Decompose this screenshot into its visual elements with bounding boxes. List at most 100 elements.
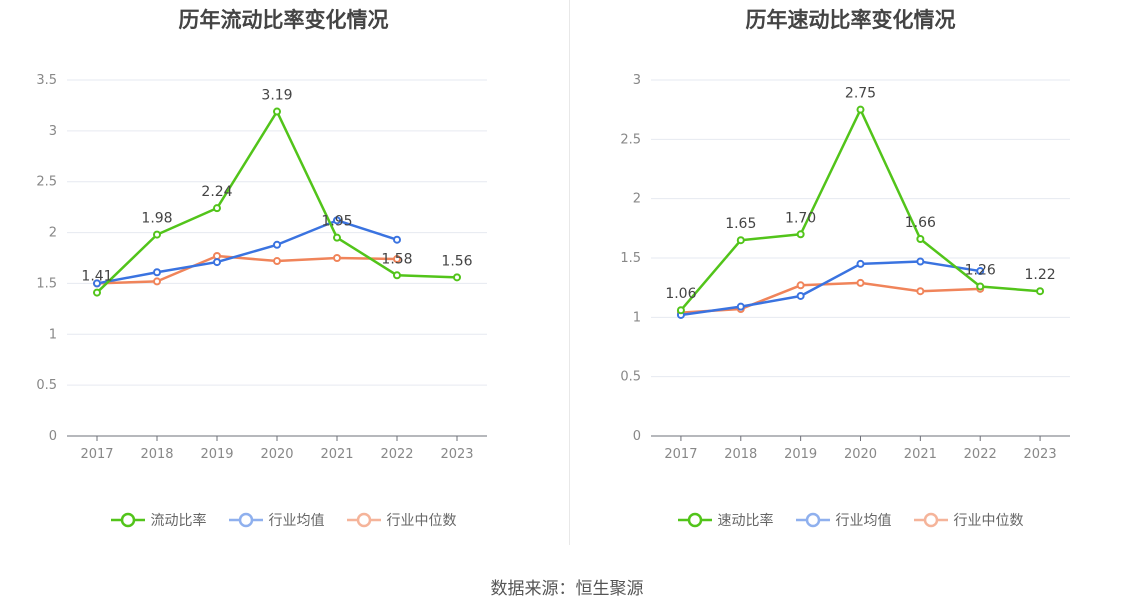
y-tick-label: 1.5 bbox=[36, 276, 57, 291]
data-point bbox=[916, 287, 925, 296]
data-label: 1.95 bbox=[321, 214, 352, 230]
data-label: 1.66 bbox=[905, 215, 936, 231]
legend-item-industry-mean[interactable]: 行业均值 bbox=[228, 510, 325, 530]
data-label: 1.41 bbox=[81, 269, 112, 285]
y-tick-label: 2.5 bbox=[36, 175, 57, 190]
data-point bbox=[916, 257, 925, 266]
data-point bbox=[916, 235, 925, 244]
data-point bbox=[453, 273, 461, 282]
x-tick-label: 2023 bbox=[1024, 447, 1057, 462]
y-tick-label: 0.5 bbox=[36, 378, 57, 393]
legend-label: 行业中位数 bbox=[953, 513, 1024, 529]
chart-title: 历年速动比率变化情况 bbox=[745, 8, 956, 32]
x-tick-label: 2020 bbox=[260, 447, 293, 462]
data-point bbox=[273, 257, 281, 266]
y-tick-label: 0.5 bbox=[620, 370, 641, 385]
data-label: 1.70 bbox=[785, 210, 816, 226]
data-point bbox=[856, 105, 865, 114]
y-tick-label: 0 bbox=[49, 429, 57, 444]
legend-item-current-ratio[interactable]: 流动比率 bbox=[110, 510, 207, 530]
x-tick-label: 2019 bbox=[784, 447, 817, 462]
data-label: 3.19 bbox=[261, 88, 292, 104]
panel-divider bbox=[569, 0, 570, 545]
y-tick-label: 2 bbox=[49, 226, 57, 241]
chart-legend: 速动比率 行业均值 行业中位数 bbox=[567, 510, 1134, 530]
legend-blue-circle-icon bbox=[228, 512, 263, 528]
legend-orange-circle-icon bbox=[913, 512, 948, 528]
data-label: 1.98 bbox=[141, 211, 172, 227]
data-point bbox=[796, 291, 805, 300]
data-label: 1.58 bbox=[381, 251, 412, 267]
y-tick-label: 2 bbox=[633, 192, 641, 207]
data-point bbox=[213, 258, 221, 267]
data-point bbox=[856, 259, 865, 268]
data-point bbox=[93, 288, 101, 297]
quick-ratio-chart: 历年速动比率变化情况 0 0.5 1 1.5 2 2.5 3 2017 2018 2019 2020… bbox=[567, 0, 1134, 545]
data-point bbox=[736, 236, 745, 245]
data-point bbox=[393, 271, 401, 280]
data-point bbox=[976, 282, 985, 291]
y-tick-label: 0 bbox=[633, 429, 641, 444]
y-tick-label: 3 bbox=[49, 124, 57, 139]
legend-green-circle-icon bbox=[110, 512, 145, 528]
data-label: 2.75 bbox=[845, 86, 876, 102]
chart-title: 历年流动比率变化情况 bbox=[178, 8, 389, 32]
y-tick-label: 3.5 bbox=[36, 73, 57, 88]
data-point bbox=[153, 268, 161, 277]
data-point bbox=[976, 267, 985, 276]
data-point bbox=[393, 255, 401, 264]
data-point bbox=[153, 277, 161, 286]
data-point bbox=[213, 251, 221, 260]
data-point bbox=[333, 216, 341, 225]
x-tick-label: 2017 bbox=[80, 447, 113, 462]
legend-blue-circle-icon bbox=[795, 512, 830, 528]
legend-item-industry-median[interactable]: 行业中位数 bbox=[346, 510, 457, 530]
y-tick-label: 1.5 bbox=[620, 251, 641, 266]
x-tick-label: 2020 bbox=[844, 447, 877, 462]
legend-label: 流动比率 bbox=[150, 513, 207, 529]
x-tick-label: 2019 bbox=[200, 447, 233, 462]
data-point bbox=[273, 107, 281, 116]
legend-item-industry-median[interactable]: 行业中位数 bbox=[913, 510, 1024, 530]
x-tick-label: 2021 bbox=[320, 447, 353, 462]
quick-ratio-plot: 0 0.5 1 1.5 2 2.5 3 2017 2018 2019 2020 2021 2022 202… bbox=[620, 73, 1070, 462]
legend-item-quick-ratio[interactable]: 速动比率 bbox=[677, 510, 774, 530]
x-tick-label: 2018 bbox=[140, 447, 173, 462]
y-tick-label: 1 bbox=[49, 327, 57, 342]
series-line bbox=[680, 281, 981, 314]
data-point bbox=[856, 278, 865, 287]
data-label: 1.22 bbox=[1024, 267, 1055, 283]
legend-orange-circle-icon bbox=[346, 512, 381, 528]
data-label: 2.24 bbox=[201, 184, 232, 200]
legend-label: 行业中位数 bbox=[386, 513, 457, 529]
data-point bbox=[93, 279, 101, 288]
legend-label: 速动比率 bbox=[717, 513, 774, 529]
data-point bbox=[796, 281, 805, 290]
data-point bbox=[213, 204, 221, 213]
series-line bbox=[96, 219, 398, 285]
data-point bbox=[153, 230, 161, 239]
data-point bbox=[676, 306, 685, 315]
legend-label: 行业均值 bbox=[268, 513, 325, 529]
data-source-note: 数据来源：恒生聚源 bbox=[490, 579, 644, 599]
data-label: 1.65 bbox=[725, 216, 756, 232]
legend-green-circle-icon bbox=[677, 512, 712, 528]
x-tick-label: 2018 bbox=[724, 447, 757, 462]
data-point bbox=[736, 302, 745, 311]
data-label: 1.56 bbox=[441, 253, 472, 269]
data-point bbox=[273, 240, 281, 249]
chart-legend: 流动比率 行业均值 行业中位数 bbox=[0, 510, 567, 530]
data-point bbox=[393, 235, 401, 244]
series-line bbox=[96, 254, 398, 285]
data-point bbox=[333, 233, 341, 242]
data-label: 1.06 bbox=[665, 286, 696, 302]
y-tick-label: 1 bbox=[633, 310, 641, 325]
current-ratio-plot: 0 0.5 1 1.5 2 2.5 3 3.5 2017 2018 2019 2020 2021 2022… bbox=[36, 73, 487, 462]
data-point bbox=[1036, 287, 1045, 296]
x-tick-label: 2021 bbox=[904, 447, 937, 462]
legend-item-industry-mean[interactable]: 行业均值 bbox=[795, 510, 892, 530]
x-tick-label: 2017 bbox=[664, 447, 697, 462]
data-point bbox=[796, 230, 805, 239]
y-tick-label: 2.5 bbox=[620, 132, 641, 147]
x-tick-label: 2023 bbox=[440, 447, 473, 462]
